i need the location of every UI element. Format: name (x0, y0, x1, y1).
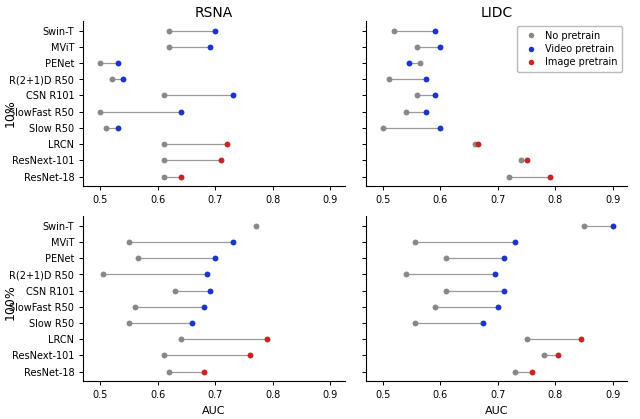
Point (170, 287, 180, 294)
Point (118, 76, 129, 83)
Point (389, 27, 399, 34)
Text: 100%: 100% (3, 284, 16, 320)
Title: RSNA: RSNA (195, 6, 233, 20)
X-axis label: AUC: AUC (202, 406, 226, 416)
Point (522, 336, 532, 342)
Point (124, 320, 134, 326)
Point (124, 238, 134, 245)
Point (95, 109, 106, 115)
Point (579, 222, 589, 229)
Point (421, 76, 431, 83)
Point (421, 109, 431, 115)
Point (107, 76, 117, 83)
Point (383, 76, 394, 83)
Point (441, 255, 451, 261)
Point (159, 92, 169, 99)
Point (113, 124, 123, 131)
Point (211, 255, 221, 261)
Point (222, 141, 232, 147)
Legend: No pretrain, Video pretrain, Image pretrain: No pretrain, Video pretrain, Image pretr… (516, 26, 622, 72)
Point (493, 303, 503, 310)
Point (441, 287, 451, 294)
Point (401, 271, 411, 278)
Point (98, 271, 108, 278)
Point (516, 157, 526, 164)
Point (216, 157, 227, 164)
Point (401, 109, 411, 115)
Point (244, 352, 255, 359)
Point (228, 92, 238, 99)
Point (429, 303, 440, 310)
Point (228, 238, 238, 245)
Point (499, 255, 509, 261)
Point (472, 141, 483, 147)
Point (205, 287, 215, 294)
Point (159, 141, 169, 147)
Point (510, 368, 520, 375)
Point (205, 44, 215, 50)
Point (130, 303, 140, 310)
Point (188, 320, 198, 326)
Point (211, 27, 221, 34)
Point (522, 157, 532, 164)
Text: 10%: 10% (3, 99, 16, 127)
Point (176, 336, 186, 342)
Point (199, 368, 209, 375)
Point (164, 27, 175, 34)
Point (478, 320, 488, 326)
Point (470, 141, 480, 147)
Point (576, 336, 586, 342)
Point (410, 320, 420, 326)
Point (490, 271, 500, 278)
Point (113, 60, 123, 67)
Point (410, 238, 420, 245)
Point (429, 92, 440, 99)
Point (159, 173, 169, 180)
Point (159, 157, 169, 164)
Point (412, 92, 422, 99)
Point (412, 44, 422, 50)
Point (202, 271, 212, 278)
Point (510, 238, 520, 245)
Point (539, 352, 549, 359)
Point (199, 303, 209, 310)
Point (545, 173, 555, 180)
Point (132, 255, 143, 261)
Title: LIDC: LIDC (480, 6, 513, 20)
Point (159, 352, 169, 359)
X-axis label: AUC: AUC (484, 406, 508, 416)
Point (101, 124, 111, 131)
Point (250, 222, 260, 229)
Point (415, 60, 426, 67)
Point (262, 336, 272, 342)
Point (176, 109, 186, 115)
Point (164, 44, 175, 50)
Point (608, 222, 618, 229)
Point (404, 60, 414, 67)
Point (176, 173, 186, 180)
Point (553, 352, 563, 359)
Point (435, 124, 445, 131)
Point (429, 27, 440, 34)
Point (499, 287, 509, 294)
Point (504, 173, 515, 180)
Point (95, 60, 106, 67)
Point (435, 44, 445, 50)
Point (527, 368, 538, 375)
Point (164, 368, 175, 375)
Point (378, 124, 388, 131)
